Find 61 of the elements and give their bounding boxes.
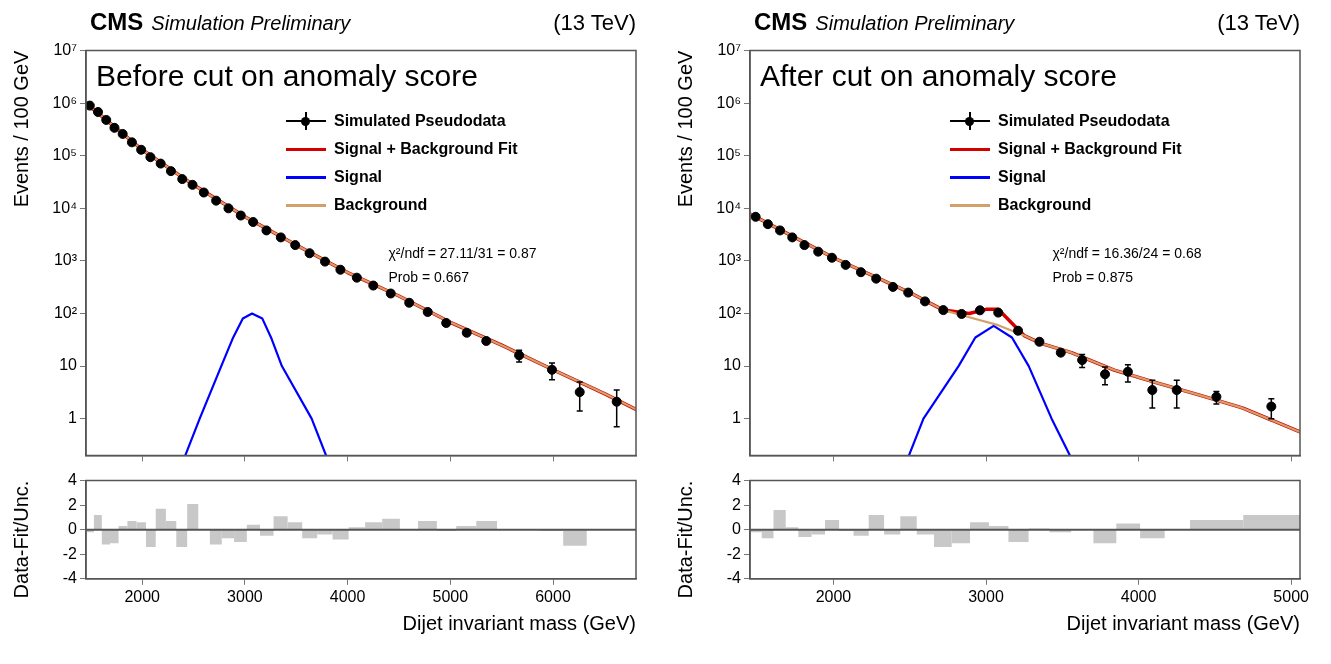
x-tick-label: 4000: [1120, 587, 1157, 605]
chart-subtitle: Simulation Preliminary: [151, 12, 351, 34]
y-tick-label: 1: [732, 409, 742, 427]
legend-label: Simulated Pseudodata: [998, 112, 1170, 131]
x-tick-label: 4000: [329, 587, 366, 605]
legend-label: Signal: [334, 168, 383, 187]
y-tick-label: -2: [62, 544, 78, 562]
x-tick-label: 2000: [124, 587, 161, 605]
y-tick-label: 10⁴: [716, 198, 742, 216]
y-tick-label: 10⁵: [716, 146, 741, 164]
y-tick-label: 10⁴: [52, 198, 78, 216]
y-tick-label: 10⁷: [53, 41, 78, 59]
x-tick-label: 3000: [227, 587, 263, 605]
text: (13 TeV): [1217, 10, 1300, 36]
x-tick-label: 6000: [535, 587, 571, 605]
y-tick-label: 10²: [717, 303, 742, 321]
y-axis-title: Data-Fit/Unc.: [9, 480, 32, 599]
annotation: Prob = 0.667: [388, 267, 471, 287]
y-tick-label: 4: [68, 471, 78, 489]
y-tick-label: -4: [62, 569, 78, 587]
y-tick-label: 2: [68, 495, 78, 513]
y-tick-label: 1: [68, 409, 78, 427]
legend-label: Signal + Background Fit: [998, 140, 1182, 159]
y-tick-label: 10⁶: [716, 93, 741, 111]
annotation: Before cut on anomaly score: [96, 58, 478, 93]
chart-title: CMS: [754, 8, 808, 35]
y-tick-label: 0: [68, 520, 78, 538]
x-tick-label: 5000: [1273, 587, 1310, 605]
chart-title: CMS: [90, 8, 144, 35]
y-tick-label: 10: [59, 356, 78, 374]
y-tick-label: 10²: [53, 303, 78, 321]
y-tick-label: 10⁷: [717, 41, 742, 59]
y-tick-label: 4: [732, 471, 742, 489]
x-axis-title: Dijet invariant mass (GeV): [1066, 611, 1300, 634]
y-tick-label: 10⁶: [52, 93, 77, 111]
y-axis-title: Data-Fit/Unc.: [673, 480, 696, 599]
legend-label: Simulated Pseudodata: [334, 112, 506, 131]
legend-label: Signal + Background Fit: [334, 140, 518, 159]
annotation: χ²/ndf = 16.36/24 = 0.68: [1052, 243, 1202, 263]
y-tick-label: 2: [732, 495, 742, 513]
x-tick-label: 2000: [815, 587, 852, 605]
y-tick-label: -4: [726, 569, 742, 587]
y-tick-label: 10: [723, 356, 742, 374]
legend-label: Signal: [998, 168, 1047, 187]
x-tick-label: 5000: [432, 587, 469, 605]
x-axis-title: Dijet invariant mass (GeV): [402, 611, 636, 634]
y-tick-label: 0: [732, 520, 742, 538]
y-tick-label: 10⁵: [52, 146, 77, 164]
y-tick-label: 10³: [717, 251, 742, 269]
annotation: χ²/ndf = 27.11/31 = 0.87: [388, 243, 537, 263]
chart-subtitle: Simulation Preliminary: [815, 12, 1015, 34]
y-axis-title: Events / 100 GeV: [9, 49, 32, 208]
annotation: Prob = 0.875: [1052, 267, 1135, 287]
legend-label: Background: [998, 196, 1092, 215]
text: (13 TeV): [553, 10, 636, 36]
y-tick-label: 10³: [53, 251, 78, 269]
annotation: After cut on anomaly score: [760, 58, 1117, 93]
legend-label: Background: [334, 196, 428, 215]
y-axis-title: Events / 100 GeV: [673, 49, 696, 208]
x-tick-label: 3000: [968, 587, 1004, 605]
y-tick-label: -2: [726, 544, 742, 562]
